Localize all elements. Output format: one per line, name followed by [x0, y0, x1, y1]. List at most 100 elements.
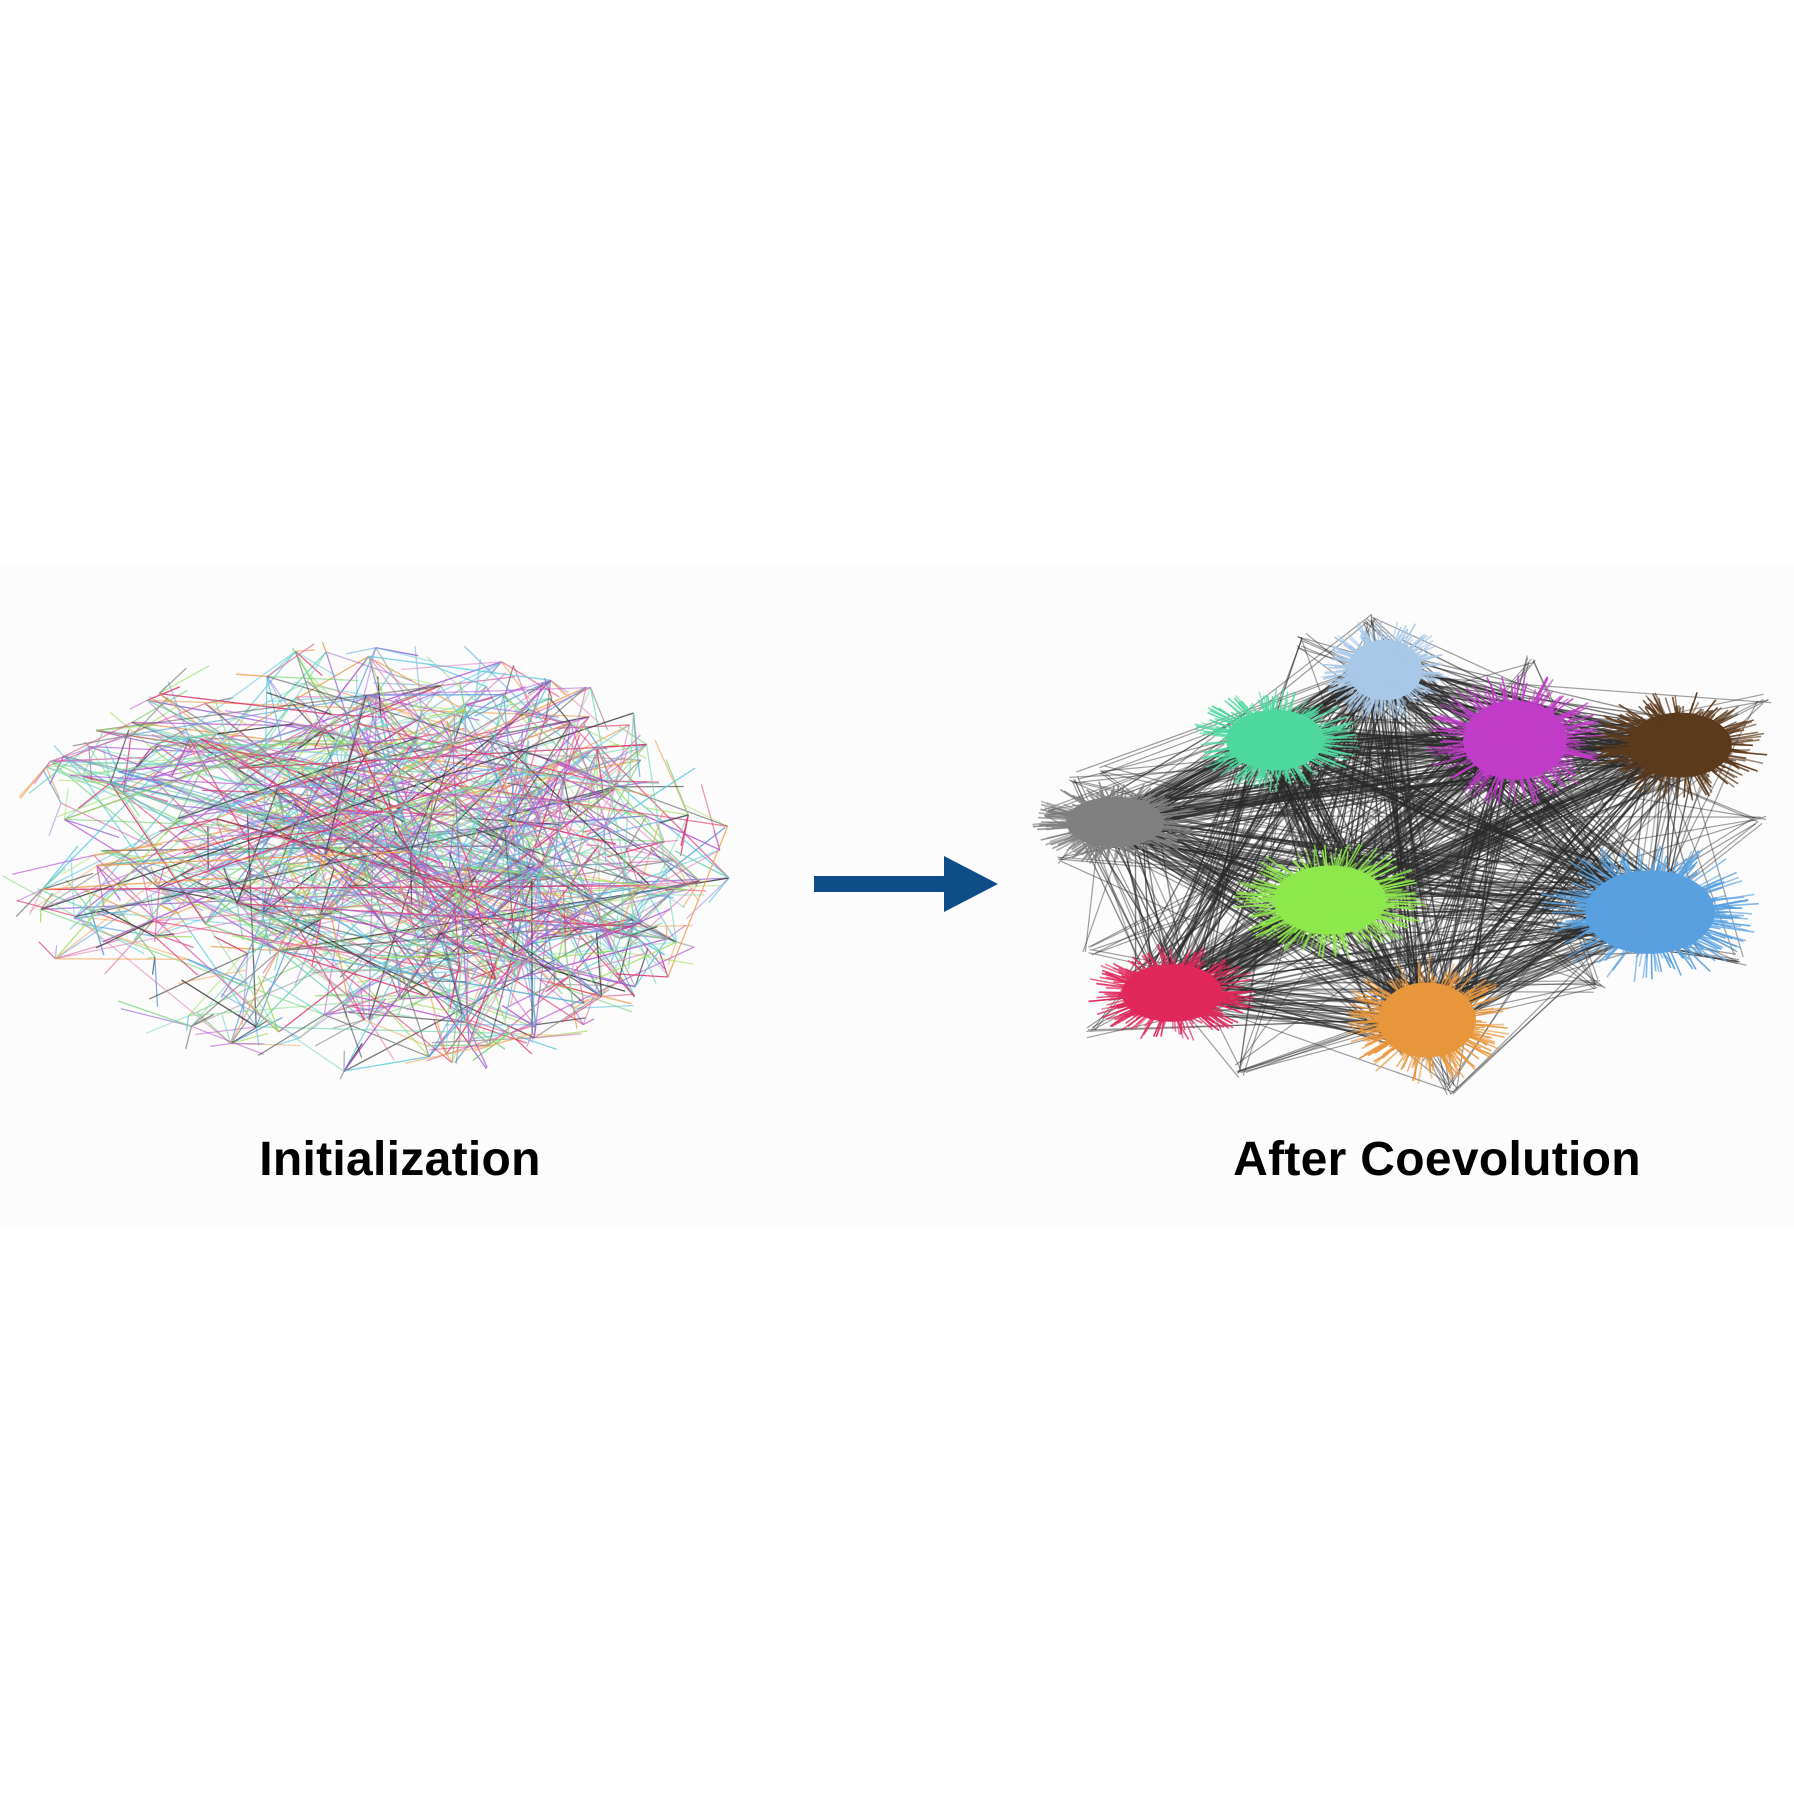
intra-cluster-edge — [1637, 912, 1651, 956]
intra-cluster-edge — [1632, 745, 1677, 770]
inter-cluster-edge — [1320, 658, 1533, 899]
intra-cluster-edge — [1144, 997, 1168, 1027]
intra-cluster-edge — [1551, 911, 1636, 916]
intra-cluster-edge — [1655, 717, 1680, 746]
random-edge — [612, 950, 631, 965]
random-edge — [532, 813, 542, 827]
random-edge — [300, 871, 327, 917]
intra-cluster-edge — [1032, 818, 1083, 826]
inter-cluster-edge — [1142, 728, 1265, 988]
intra-cluster-edge — [1280, 714, 1297, 731]
random-edge — [619, 928, 671, 978]
intra-cluster-edge — [1451, 710, 1501, 732]
inter-cluster-edge — [1167, 747, 1704, 1010]
intra-cluster-edge — [1274, 739, 1302, 763]
random-edge — [365, 728, 371, 749]
random-edge — [452, 881, 529, 917]
random-edge — [159, 692, 332, 716]
intra-cluster-edge — [1241, 740, 1273, 764]
intra-cluster-edge — [1101, 972, 1149, 990]
random-edge — [459, 970, 504, 999]
intra-cluster-edge — [1167, 1006, 1190, 1040]
intra-cluster-edge — [1174, 1000, 1186, 1031]
intra-cluster-edge — [1188, 960, 1204, 979]
random-edge — [459, 903, 561, 964]
intra-cluster-edge — [1438, 1009, 1472, 1018]
random-edge — [159, 904, 180, 915]
intra-cluster-edge — [1618, 882, 1628, 889]
inter-cluster-edge — [1117, 815, 1761, 818]
random-edge — [300, 912, 333, 917]
random-edge — [366, 857, 369, 896]
random-edge — [603, 767, 696, 828]
inter-cluster-edge — [1277, 746, 1606, 989]
intra-cluster-edge — [1534, 707, 1581, 725]
intra-cluster-edge — [1201, 998, 1223, 1014]
intra-cluster-edge — [1325, 674, 1371, 686]
random-edge — [372, 679, 551, 880]
intra-cluster-edge — [1681, 751, 1694, 801]
random-edge — [343, 918, 634, 1072]
random-edge — [489, 742, 510, 767]
random-edge — [591, 860, 640, 889]
random-edge — [514, 795, 604, 812]
intra-cluster-edge — [1439, 739, 1515, 743]
random-edge — [224, 709, 325, 730]
intra-cluster-edge — [1675, 751, 1681, 791]
random-edge — [616, 973, 668, 978]
intra-cluster-edge — [1611, 936, 1639, 971]
intra-cluster-edge — [1653, 915, 1690, 949]
intra-cluster-edge — [1120, 1000, 1166, 1032]
random-edge — [109, 782, 207, 925]
random-edge — [596, 744, 648, 800]
initial-random-network — [2, 641, 730, 1080]
intra-cluster-edge — [1518, 696, 1532, 728]
intra-cluster-edge — [1649, 864, 1653, 910]
random-edge — [231, 935, 253, 941]
random-edge — [428, 918, 505, 1058]
intra-cluster-edge — [1134, 1003, 1162, 1029]
random-edge — [401, 810, 435, 982]
random-edge — [95, 724, 158, 732]
intra-cluster-edge — [1352, 989, 1413, 1012]
random-edge — [570, 941, 639, 976]
random-edge — [188, 823, 301, 843]
intra-cluster-edge — [1590, 882, 1648, 909]
random-edge — [356, 723, 447, 1055]
intra-cluster-edge — [1401, 681, 1424, 702]
random-edge — [278, 889, 688, 952]
intra-cluster-edge — [1611, 931, 1621, 938]
intra-cluster-edge — [1348, 637, 1379, 665]
random-edge — [159, 887, 537, 1026]
intra-cluster-edge — [1119, 790, 1129, 807]
intra-cluster-edge — [1664, 697, 1681, 744]
inter-cluster-edge — [1175, 760, 1673, 1009]
random-edge — [49, 760, 280, 952]
intra-cluster-edge — [1163, 964, 1172, 977]
intra-cluster-edge — [1278, 741, 1347, 769]
intra-cluster-edge — [1207, 707, 1256, 733]
intra-cluster-edge — [1377, 674, 1384, 699]
intra-cluster-edge — [1171, 967, 1175, 978]
intra-cluster-edge — [1696, 717, 1726, 731]
intra-cluster-edge — [1598, 855, 1640, 898]
random-edge — [120, 1007, 192, 1027]
random-edge — [373, 845, 600, 943]
intra-cluster-edge — [1516, 683, 1528, 723]
random-edge — [531, 866, 541, 1034]
random-edge — [154, 919, 186, 937]
intra-cluster-edge — [1644, 845, 1662, 891]
inter-cluster-edge — [1190, 1000, 1454, 1093]
intra-cluster-edge — [1255, 878, 1308, 897]
random-edge — [293, 681, 367, 696]
random-edge — [295, 696, 316, 729]
intra-cluster-edge — [1619, 853, 1651, 910]
intra-cluster-edge — [1360, 1025, 1406, 1032]
inter-cluster-edge — [1460, 744, 1658, 998]
inter-cluster-edge — [1272, 733, 1671, 908]
random-edge — [428, 979, 497, 1058]
random-edge — [507, 766, 614, 951]
random-edge — [331, 829, 566, 938]
intra-cluster-edge — [1575, 907, 1611, 912]
intra-cluster-edge — [1518, 727, 1594, 740]
